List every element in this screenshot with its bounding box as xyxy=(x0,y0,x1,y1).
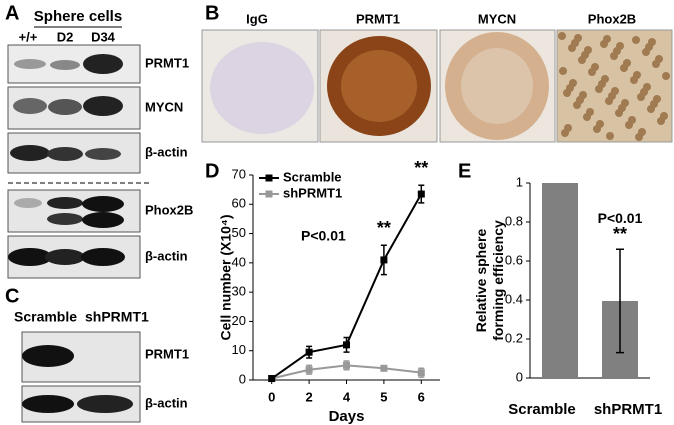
legend-marker xyxy=(265,174,273,182)
lane-label: +/+ xyxy=(19,29,38,44)
y-tick-label: 0 xyxy=(516,369,523,384)
x-tick-label: 5 xyxy=(380,389,387,404)
y-tick-label: 30 xyxy=(232,284,246,299)
stain-label: IgG xyxy=(246,11,268,26)
x-axis-label: Days xyxy=(329,408,365,425)
stain-label: Phox2B xyxy=(588,11,636,26)
annotation: ** xyxy=(377,218,391,238)
y-axis-label: Cell number (X10⁴) xyxy=(218,215,234,341)
point xyxy=(417,369,425,377)
nucleus xyxy=(653,95,661,103)
y-tick-label: 70 xyxy=(232,166,246,181)
annotation: ** xyxy=(414,158,428,178)
lane-label: Scramble xyxy=(14,309,77,325)
x-tick-label: 4 xyxy=(343,389,351,404)
x-tick-label: 2 xyxy=(305,389,312,404)
y-tick-label: 1 xyxy=(516,174,523,189)
point xyxy=(380,256,388,264)
nucleus xyxy=(591,63,599,71)
point xyxy=(268,375,276,383)
blot-c xyxy=(21,331,141,423)
panel-letter: C xyxy=(5,285,19,307)
nucleus xyxy=(632,36,640,44)
nucleus xyxy=(611,87,619,95)
annotation: ** xyxy=(613,224,627,244)
y-tick-label: 0 xyxy=(239,371,246,386)
point xyxy=(343,361,350,369)
legend-label: Scramble xyxy=(283,169,342,184)
nucleus xyxy=(574,34,582,42)
y-tick-label: 0.8 xyxy=(505,213,523,228)
panel-letter: E xyxy=(458,160,471,182)
x-tick-label: shPRMT1 xyxy=(594,401,662,418)
nucleus xyxy=(648,38,656,46)
nucleus xyxy=(596,120,604,128)
nucleus xyxy=(638,128,646,136)
lane-label: D2 xyxy=(57,29,74,44)
nucleus xyxy=(584,46,592,54)
panel-letter: D xyxy=(205,160,219,182)
point xyxy=(343,341,350,349)
nucleus xyxy=(662,72,670,80)
nucleus xyxy=(621,99,629,107)
y-tick-label: 0.6 xyxy=(505,252,523,267)
nucleus xyxy=(616,42,624,50)
blot-title: Sphere cells xyxy=(34,8,122,25)
nucleus xyxy=(558,32,566,40)
blot-a xyxy=(7,44,150,279)
error-bar xyxy=(616,248,624,354)
stain-label: PRMT1 xyxy=(356,11,400,26)
annotation: P<0.01 xyxy=(598,210,643,226)
nucleus xyxy=(569,79,577,87)
legend-label: shPRMT1 xyxy=(283,185,342,200)
blot-label: β-actin xyxy=(145,248,188,263)
blot-label: MYCN xyxy=(145,99,183,114)
nucleus xyxy=(564,124,572,132)
nucleus xyxy=(601,75,609,83)
nucleus xyxy=(633,71,641,79)
nucleus xyxy=(623,59,631,67)
nucleus xyxy=(643,83,651,91)
x-tick-label: 6 xyxy=(418,389,425,404)
point xyxy=(417,190,425,198)
point xyxy=(305,366,313,374)
nucleus xyxy=(559,67,567,75)
bar xyxy=(542,183,578,378)
blot-label: β-actin xyxy=(145,144,188,159)
blot-label: PRMT1 xyxy=(145,346,189,361)
y-axis-label: Relative sphereforming efficiency xyxy=(473,220,506,341)
point xyxy=(380,364,388,372)
x-tick-label: 0 xyxy=(268,389,275,404)
y-tick-label: 40 xyxy=(232,254,246,269)
y-tick-label: 0.2 xyxy=(505,330,523,345)
legend-marker xyxy=(265,190,273,198)
nucleus xyxy=(603,35,611,43)
nucleus xyxy=(660,112,668,120)
staining-images xyxy=(201,29,673,143)
lane-label: D34 xyxy=(91,29,116,44)
nucleus xyxy=(606,132,614,140)
y-tick-label: 20 xyxy=(232,313,246,328)
nucleus xyxy=(628,116,636,124)
blot-label: PRMT1 xyxy=(145,55,189,70)
annotation: P<0.01 xyxy=(301,228,346,244)
panel-letter: A xyxy=(5,2,19,24)
y-tick-label: 10 xyxy=(232,342,246,357)
lane-label: shPRMT1 xyxy=(85,309,149,325)
y-tick-label: 50 xyxy=(232,225,246,240)
point xyxy=(305,348,313,356)
nucleus xyxy=(586,108,594,116)
y-tick-label: 60 xyxy=(232,196,246,211)
y-tick-label: 0.4 xyxy=(505,291,523,306)
nucleus xyxy=(579,91,587,99)
blot-label: Phox2B xyxy=(145,202,193,217)
x-tick-label: Scramble xyxy=(508,401,576,418)
nucleus xyxy=(655,55,663,63)
stain-label: MYCN xyxy=(478,11,516,26)
panel-letter: B xyxy=(205,2,219,24)
blot-label: β-actin xyxy=(145,395,188,410)
